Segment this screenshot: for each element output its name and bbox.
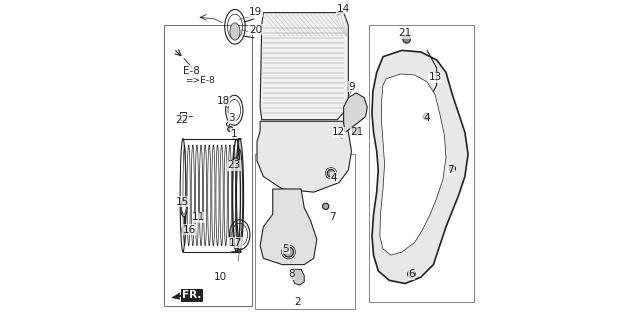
Circle shape — [327, 169, 335, 177]
Text: 12: 12 — [332, 127, 346, 137]
Text: 21: 21 — [351, 127, 364, 137]
Text: 5: 5 — [283, 244, 289, 254]
Text: 23: 23 — [228, 160, 241, 170]
Polygon shape — [260, 13, 348, 120]
Circle shape — [284, 247, 294, 257]
Circle shape — [228, 127, 233, 132]
Circle shape — [403, 36, 410, 43]
Polygon shape — [380, 74, 446, 255]
Text: FR.: FR. — [182, 290, 202, 301]
Text: 19: 19 — [249, 7, 262, 17]
Text: 20: 20 — [249, 25, 262, 35]
Text: 11: 11 — [192, 212, 205, 222]
Text: 2: 2 — [294, 297, 301, 307]
Text: 14: 14 — [337, 4, 350, 14]
Circle shape — [233, 158, 239, 163]
Polygon shape — [344, 93, 367, 132]
Circle shape — [423, 113, 429, 120]
Text: =>E-8: =>E-8 — [185, 76, 215, 85]
Text: 6: 6 — [408, 269, 415, 279]
Ellipse shape — [182, 202, 186, 214]
Text: 16: 16 — [182, 225, 196, 235]
Text: 17: 17 — [229, 238, 242, 248]
Polygon shape — [292, 269, 304, 285]
Text: 10: 10 — [214, 272, 227, 282]
Text: 7: 7 — [329, 212, 335, 222]
Circle shape — [323, 203, 329, 209]
Text: 7: 7 — [447, 165, 454, 175]
Text: 21: 21 — [399, 28, 412, 38]
Text: 4: 4 — [331, 173, 337, 183]
Ellipse shape — [237, 150, 243, 241]
Text: 18: 18 — [217, 96, 230, 106]
Text: 13: 13 — [428, 72, 442, 82]
Polygon shape — [172, 293, 191, 299]
Polygon shape — [260, 189, 317, 265]
Text: 3: 3 — [228, 113, 235, 123]
Ellipse shape — [236, 139, 244, 252]
Text: 9: 9 — [348, 82, 355, 92]
Text: 1: 1 — [231, 129, 237, 139]
Circle shape — [352, 128, 358, 134]
Ellipse shape — [180, 199, 187, 217]
Circle shape — [449, 165, 456, 172]
Text: 22: 22 — [175, 115, 188, 125]
Circle shape — [408, 270, 415, 278]
Polygon shape — [372, 50, 468, 284]
Text: 4: 4 — [424, 113, 431, 123]
Text: 8: 8 — [289, 269, 295, 279]
Text: 15: 15 — [176, 197, 189, 207]
Text: E-8: E-8 — [183, 66, 200, 76]
Ellipse shape — [230, 23, 240, 40]
Polygon shape — [257, 121, 351, 192]
